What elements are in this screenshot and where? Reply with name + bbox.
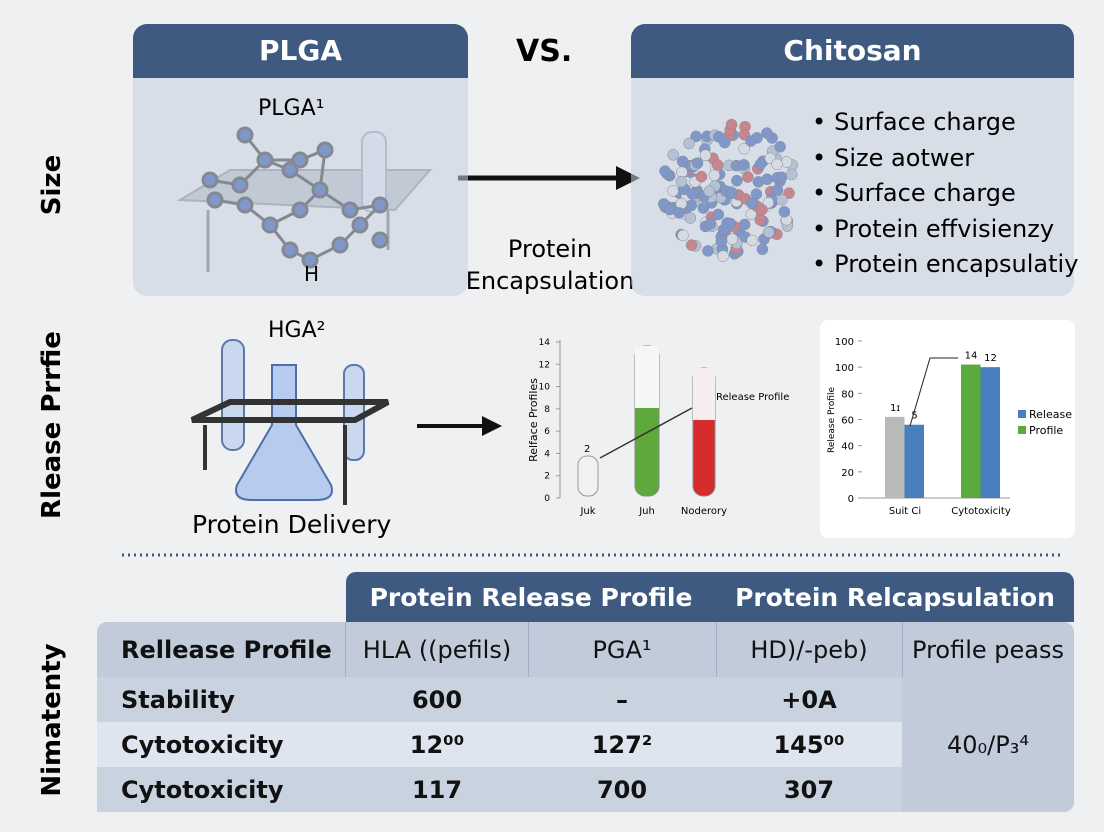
bullet-dot: • [812,250,827,278]
bar-annotation: 12 [984,353,997,364]
side-label: Size [37,154,67,216]
x-tick-label: Suit Ci [889,506,921,517]
arrow-label-line: Encapsulation [465,267,635,295]
bar-annotation: 5 [911,411,917,422]
y-tick-label: 0 [848,494,854,505]
bar-chart: 0 20 40 60 80 100 100 Release Profile 1ɪ 5 Suit Ci… [827,337,1072,517]
bullet-text: Surface charge [834,179,1016,207]
molecule-label: PLGA¹ [258,96,325,121]
bullet-dot: • [812,108,827,136]
y-tick-label: 4 [544,449,550,459]
bullet-dot: • [812,179,827,207]
bullet-text: Protein effvisienzy [834,214,1055,243]
y-tick-label: 100 [835,337,854,348]
legend-swatch [1018,426,1026,434]
panel-header: Chitosan [631,24,1074,78]
annotation: Release Profile [716,392,789,403]
tube-chart: 0 2 4 6 8 10 12 14 Relface Profiles Juk Juh Noderor… [527,338,789,517]
bullet-dot: • [812,214,827,243]
bullet: • Protein effvisienzy [812,215,1078,251]
lab-rack [190,339,390,505]
bullet: • Surface charge [812,179,1078,215]
bar-annotation: 1ɪ [890,403,900,414]
legend-label: Release [1029,408,1072,421]
bullet: • Protein encapsulatiy [812,250,1078,286]
cell: 145⁰⁰ [773,730,845,759]
y-tick-label: 40 [841,442,854,453]
cell: 700 [596,775,648,804]
arrow-head [616,166,640,190]
y-tick-label: 100 [835,363,854,374]
y-axis-label: Release Profile [827,387,837,453]
caption: Protein Delivery [192,510,392,539]
flask-label: HGA² [268,318,326,343]
y-tick-label: 60 [841,416,854,427]
bullet-text: Surface charge [834,108,1016,136]
bar [885,416,905,498]
y-tick-label: 80 [841,389,854,400]
row-bg [97,722,902,767]
bullet: • Surface charge [812,108,1078,144]
y-tick-label: 6 [544,427,550,437]
point-label: 2 [584,444,590,455]
merged-cell: 40₀/P₃⁴ [947,730,1029,759]
y-tick-label: 2 [544,472,550,482]
legend-swatch [1018,410,1026,418]
x-tick-label: Juh [638,506,655,517]
header-cell: PGA¹ [528,622,717,677]
y-tick-label: 20 [841,468,854,479]
bar [904,424,924,498]
group-header: Protein Release Profile [369,582,693,612]
cell: Cytotoxicity [121,730,284,759]
header-cell: Rellease Profile [97,622,346,677]
table: Protein Release Profile Protein Relcapsul… [97,572,1074,812]
x-tick-label: Noderory [681,506,727,517]
bar-annotation: 14 [965,351,978,362]
header-cell: HLA ((pefils) [346,622,529,677]
bullet-list: • Surface charge • Size aotwer • Surface char… [812,108,1078,286]
panel-header: PLGA [133,24,468,78]
y-tick-label: 10 [539,383,551,393]
y-tick-label: 12 [539,360,550,370]
cell: 307 [783,775,835,804]
bullet-text: Size aotwer [834,143,975,172]
x-tick-label: Cytotoxicity [951,506,1011,517]
cell: 600 [411,685,463,714]
atom-label: H [304,262,320,286]
bar [961,364,981,498]
row-bg [97,767,902,812]
cell: Cytotoxicity [121,775,284,804]
cell: 12⁰⁰ [409,730,465,759]
group-header: Protein Relcapsulation [735,582,1055,612]
pointer [909,357,958,427]
x-tick-label: Juk [579,506,595,517]
arrow-head [482,416,502,436]
bullet-text: Protein encapsulatiy [834,250,1079,278]
y-tick-label: 0 [544,494,550,504]
vs: VS. [516,34,573,69]
bullet: • Size aotwer [812,144,1078,180]
y-axis-label: Relface Profiles [527,378,540,462]
side-label: Rlease Prrfie [37,331,67,519]
header-cell: HD)/-peb) [716,622,903,677]
cell: Stability [121,685,235,714]
cell: +0A [781,685,837,714]
header-cell: Profile peass [912,635,1064,664]
bar [980,367,1000,498]
row-bg [97,677,902,722]
y-tick-label: 8 [544,405,550,415]
cell: 127² [591,730,653,759]
group-header-bg [346,572,1074,622]
legend-label: Profile [1029,424,1063,437]
arrow-label: Protein Encapsulation [460,233,640,297]
bullet-dot: • [812,143,827,172]
side-label: Nimatenty [37,643,67,797]
cell: 117 [411,775,463,804]
y-tick-label: 14 [539,338,551,348]
cell: – [616,685,628,714]
bar-chart-bg [820,320,1075,538]
arrow-label-line: Protein [507,235,593,263]
